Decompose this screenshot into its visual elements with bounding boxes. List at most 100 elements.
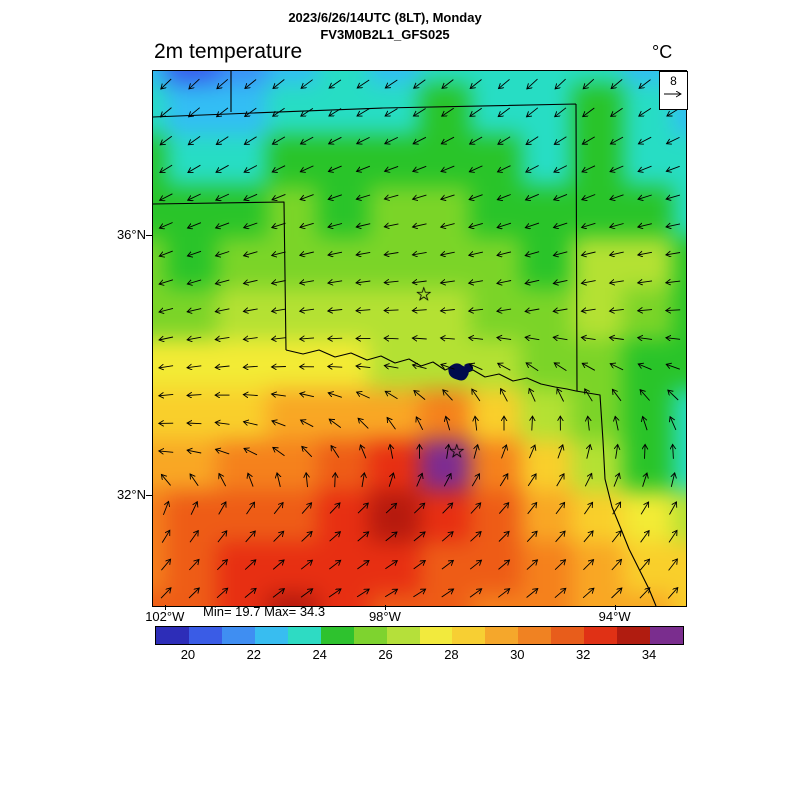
wind-arrow <box>216 449 230 455</box>
lat-tick <box>146 494 152 496</box>
wind-arrow <box>272 394 286 396</box>
wind-arrow <box>356 281 371 283</box>
heatmap-cell <box>216 287 269 340</box>
wind-arrow <box>469 194 483 200</box>
heatmap-cell <box>470 71 522 85</box>
lon-tick-label: 94°W <box>598 609 631 624</box>
colorbar-segment <box>650 627 683 644</box>
wind-arrow <box>385 561 397 570</box>
wind-arrow <box>555 502 565 515</box>
wind-arrow <box>357 165 371 171</box>
wind-arrow <box>328 194 342 200</box>
wind-arrow <box>554 165 568 173</box>
wind-arrow <box>554 363 567 371</box>
wind-arrow <box>244 165 258 173</box>
wind-arrow <box>666 195 681 199</box>
wind-arrow <box>160 588 171 599</box>
wind-arrow <box>553 337 568 339</box>
wind-arrow <box>244 222 258 228</box>
wind-arrow <box>532 416 533 431</box>
wind-arrow <box>216 136 229 145</box>
wind-arrow <box>273 531 284 542</box>
wind-arrow <box>385 532 397 542</box>
wind-arrow <box>243 309 258 312</box>
heatmap-cell <box>470 542 522 595</box>
heatmap-cell <box>622 134 675 187</box>
heatmap-cell <box>216 71 269 85</box>
wind-arrow <box>556 474 564 487</box>
heatmap-cell <box>153 491 167 544</box>
wind-arrow <box>413 365 427 369</box>
heatmap-cell <box>267 71 319 85</box>
wind-arrow <box>161 530 170 543</box>
wind-arrow <box>390 445 393 459</box>
wind-arrow <box>356 194 371 199</box>
wind-arrow <box>555 107 567 117</box>
wind-arrow <box>638 338 653 340</box>
wind-arrow <box>328 252 343 255</box>
wind-arrow <box>413 224 427 227</box>
wind-arrow <box>243 366 258 367</box>
wind-arrow <box>588 416 590 431</box>
colorbar-tick-label: 34 <box>641 647 657 662</box>
wind-arrow <box>387 418 396 430</box>
wind-arrow <box>612 502 621 515</box>
wind-arrow <box>469 589 482 598</box>
wind-arrow <box>527 107 539 117</box>
heatmap-cell <box>216 593 269 606</box>
wind-arrow <box>159 451 174 452</box>
wind-arrow <box>673 444 674 459</box>
colorbar <box>155 626 684 645</box>
wind-arrow <box>469 338 484 340</box>
wind-arrow <box>413 532 425 542</box>
wind-arrow <box>243 395 258 396</box>
wind-arrow <box>441 364 455 370</box>
heatmap-cell <box>318 71 370 85</box>
wind-arrow <box>245 107 257 116</box>
wind-arrow <box>581 309 596 311</box>
wind-arrow <box>612 389 622 402</box>
wind-arrow <box>272 222 286 227</box>
wind-arrow <box>246 502 255 515</box>
state-borders <box>153 71 657 606</box>
heatmap-cell <box>153 542 167 595</box>
map-area: ☆ ☆ <box>152 70 687 607</box>
plot-model-title: FV3M0B2L1_GFS025 <box>320 27 450 42</box>
wind-arrow <box>215 337 230 339</box>
wind-arrow <box>273 447 285 457</box>
wind-arrow <box>470 503 481 514</box>
heatmap-cell <box>470 185 522 238</box>
wind-arrow <box>616 445 618 459</box>
wind-arrow <box>470 532 482 542</box>
wind-arrow <box>667 136 680 143</box>
wind-arrow <box>356 224 371 227</box>
wind-arrow <box>441 136 455 144</box>
wind-arrow <box>498 531 509 542</box>
wind-arrow <box>329 532 341 542</box>
wind-arrow <box>554 193 568 199</box>
wind-arrow <box>441 589 454 598</box>
wind-arrow <box>188 193 201 200</box>
wind-arrow <box>443 390 453 401</box>
wind-arrow <box>557 389 565 402</box>
wind-arrow <box>216 251 230 256</box>
wind-arrow <box>583 531 593 543</box>
wind-arrow <box>666 364 680 370</box>
wind-arrow <box>611 107 623 116</box>
wind-arrow <box>302 446 313 458</box>
wind-arrow <box>554 560 565 571</box>
wind-arrow <box>638 310 653 311</box>
wind-arrow <box>187 423 202 424</box>
lon-tick-label: 102°W <box>145 609 185 624</box>
wind-arrow <box>525 280 540 283</box>
heatmap-cell <box>267 542 319 595</box>
wind-arrow <box>188 588 199 599</box>
wind-arrow <box>362 473 364 488</box>
wind-arrow <box>357 532 369 542</box>
wind-arrow <box>248 473 254 487</box>
heatmap-cell <box>165 491 218 544</box>
wind-arrow <box>160 164 173 173</box>
heatmap-cell <box>318 389 370 442</box>
lon-tick <box>384 605 386 610</box>
wind-reference-box: 8 <box>659 71 688 110</box>
